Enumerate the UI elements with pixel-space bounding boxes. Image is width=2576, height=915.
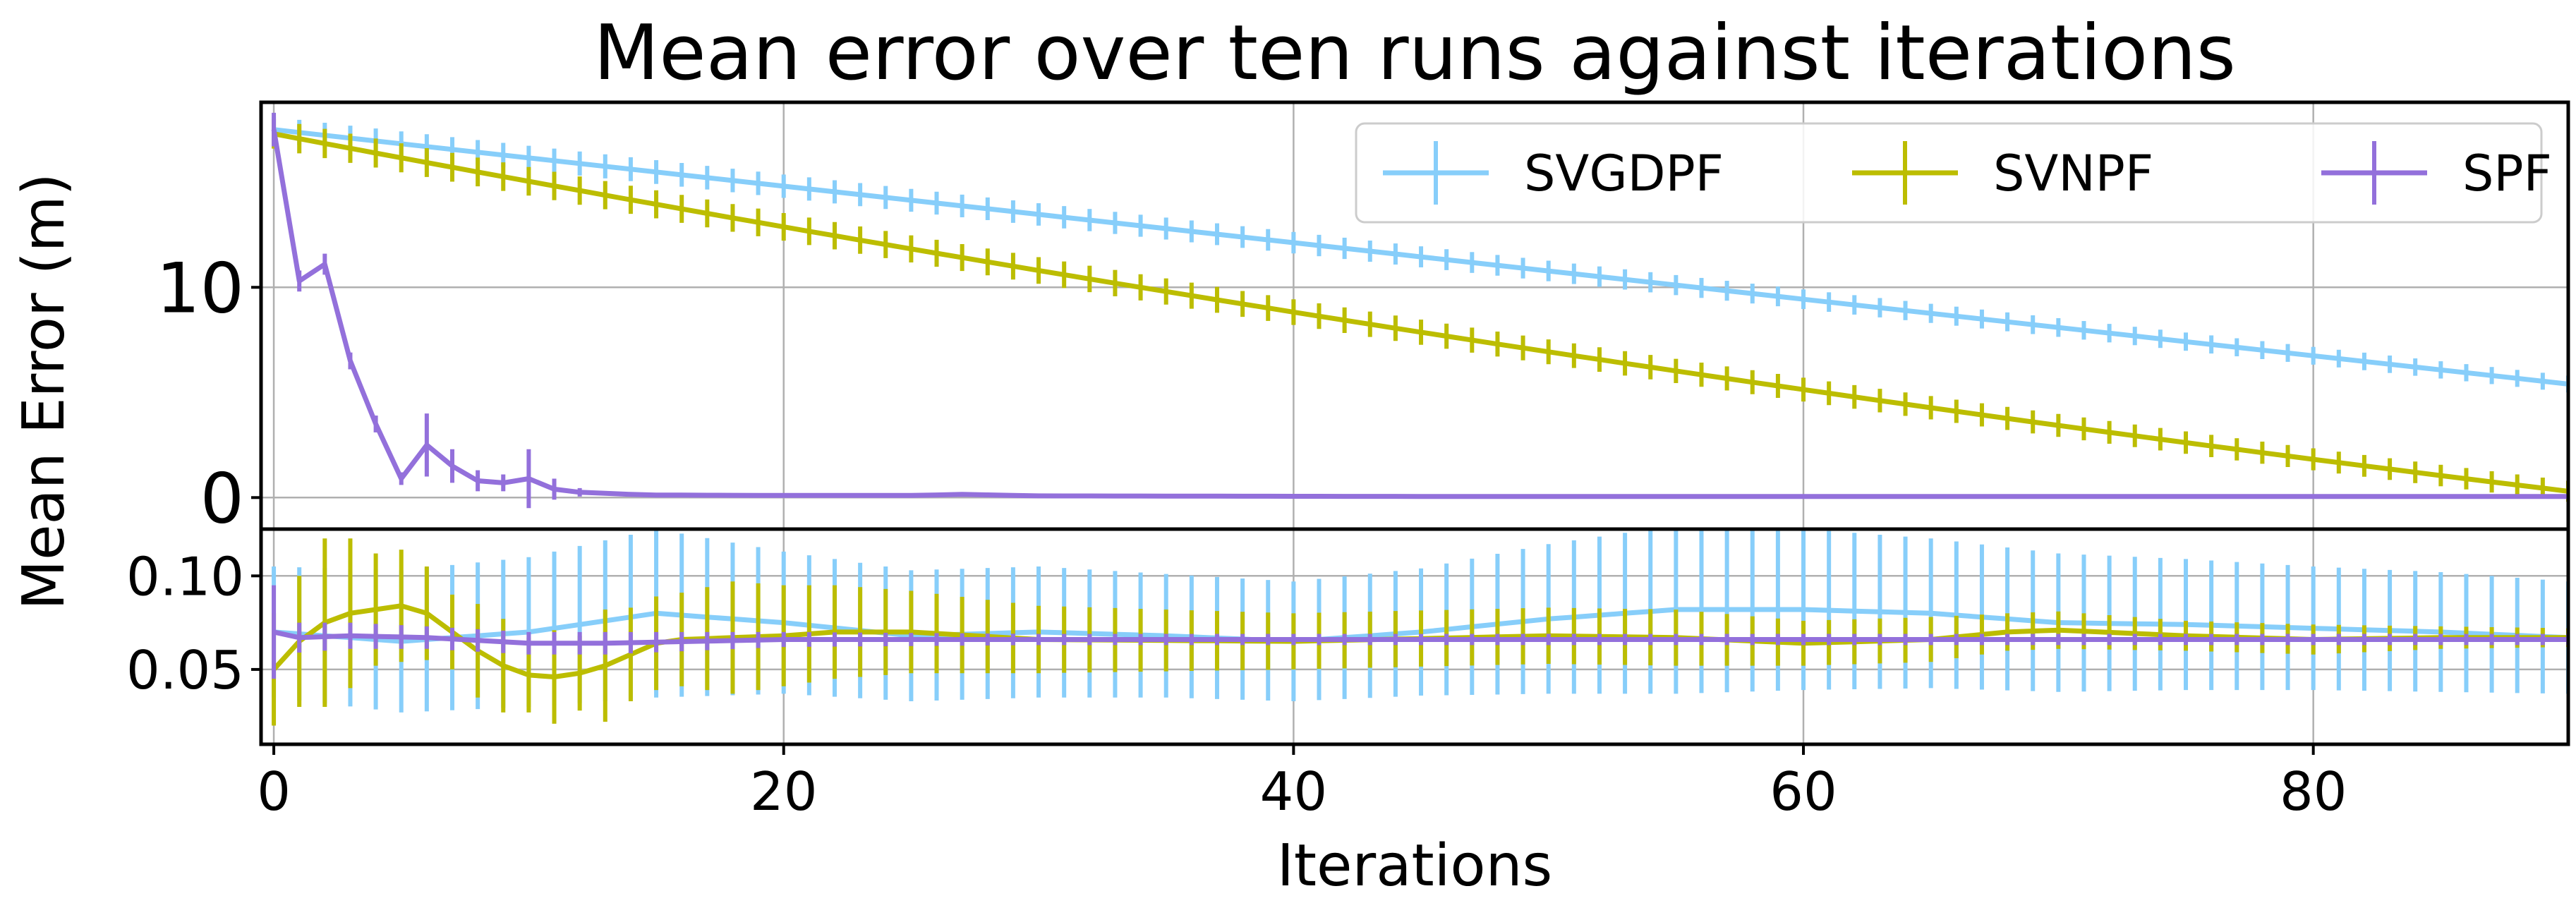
x-tick-label: 0	[257, 761, 291, 823]
series-spf	[271, 112, 2568, 509]
x-tick-label: 80	[2280, 761, 2347, 823]
series-svgdpf	[272, 116, 2568, 393]
legend-label: SVNPF	[1993, 145, 2153, 202]
x-axis-label: Iterations	[1277, 832, 1553, 899]
series-svnpf	[272, 538, 2568, 726]
legend-entry-spf: SPF	[2321, 141, 2552, 205]
chart-title: Mean error over ten runs against iterati…	[593, 9, 2236, 97]
legend-label: SVGDPF	[1524, 145, 1724, 202]
bottom-panel: 0.05 0.10 0 20 40 60 80	[126, 527, 2570, 823]
y-tick-label: 0.05	[126, 639, 244, 701]
legend-entry-svgdpf: SVGDPF	[1383, 141, 1724, 205]
series-line	[271, 129, 2568, 499]
series-line	[273, 127, 2568, 387]
legend-label: SPF	[2462, 145, 2552, 202]
legend: SVGDPF SVNPF SPF	[1355, 122, 2552, 224]
x-tick-label: 20	[750, 761, 817, 823]
series-spf	[272, 585, 2568, 679]
x-tick-label: 60	[1770, 761, 1837, 823]
y-axis-label: Mean Error (m)	[11, 173, 78, 610]
y-tick-label: 10	[156, 249, 244, 329]
series-line	[273, 131, 2568, 494]
legend-entry-svnpf: SVNPF	[1852, 141, 2153, 205]
x-tick-label: 40	[1260, 761, 1327, 823]
series-svnpf	[272, 119, 2568, 502]
series-line	[273, 629, 2568, 646]
y-tick-label: 0.10	[126, 545, 244, 607]
y-tick-label: 0	[200, 459, 244, 540]
panel-frame	[259, 527, 2570, 746]
top-panel: 0 10	[156, 100, 2570, 540]
